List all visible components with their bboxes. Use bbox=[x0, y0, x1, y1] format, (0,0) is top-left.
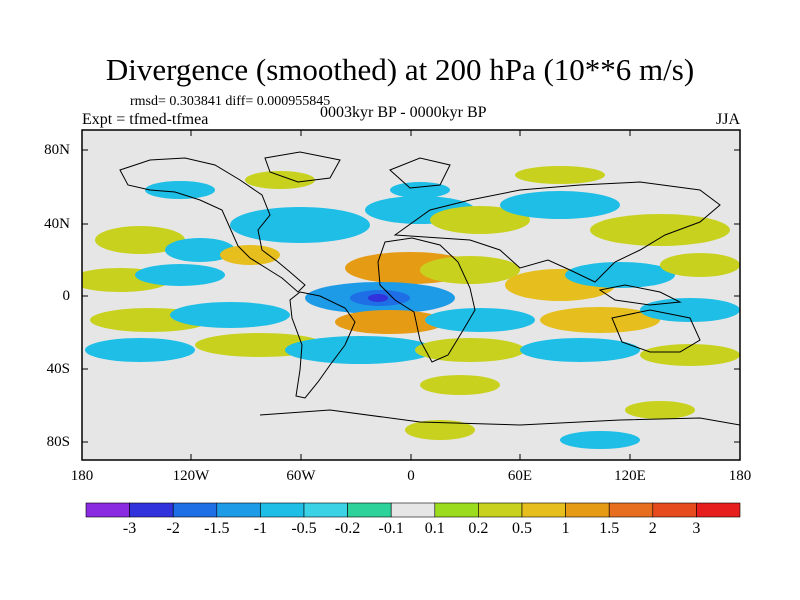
lat-tick-40n: 40N bbox=[44, 216, 70, 232]
colorbar-label-4: -0.5 bbox=[291, 520, 317, 537]
colorbar-box-7 bbox=[390, 502, 436, 518]
lon-tick-120e: 120E bbox=[614, 468, 646, 484]
field-contour-0 bbox=[95, 226, 185, 254]
field-contour-5 bbox=[430, 206, 530, 234]
lat-tick-0: 0 bbox=[62, 288, 71, 304]
colorbar-box-3 bbox=[216, 502, 261, 518]
colorbar-label-9: 0.5 bbox=[512, 520, 532, 537]
lon-tick-60e: 60E bbox=[507, 468, 533, 484]
colorbar-label-7: 0.1 bbox=[424, 520, 445, 537]
field-contour-1 bbox=[165, 238, 235, 262]
colorbar-label-1: -2 bbox=[166, 520, 180, 537]
colorbar-box-5 bbox=[303, 502, 348, 518]
colorbar-label-8: 0.2 bbox=[468, 520, 489, 537]
field-contour-32 bbox=[390, 182, 450, 198]
colorbar-box-1 bbox=[129, 502, 174, 518]
field-contour-7 bbox=[590, 214, 730, 246]
colorbar-box-13 bbox=[652, 502, 697, 518]
field-contour-24 bbox=[85, 338, 195, 362]
colorbar-box-4 bbox=[260, 502, 305, 518]
lon-tick-60w: 60W bbox=[286, 468, 316, 484]
field-contour-21 bbox=[425, 308, 535, 332]
period-label: 0003kyr BP - 0000kyr BP bbox=[320, 104, 487, 121]
field-contour-9 bbox=[135, 264, 225, 286]
lat-tick-80n: 80N bbox=[44, 142, 70, 158]
field-contour-33 bbox=[515, 166, 605, 184]
lon-tick-180e: 180 bbox=[728, 468, 752, 484]
field-contour-37 bbox=[560, 431, 640, 449]
field-contour-13 bbox=[565, 262, 675, 288]
colorbar-label-6: -0.1 bbox=[378, 520, 404, 537]
field-contour-31 bbox=[245, 171, 315, 189]
map-title: Divergence (smoothed) at 200 hPa (10**6 … bbox=[105, 52, 695, 87]
lat-tick-40s: 40S bbox=[46, 361, 70, 377]
colorbar-box-14 bbox=[696, 502, 741, 518]
colorbar-box-8 bbox=[434, 502, 479, 518]
colorbar-box-11 bbox=[565, 502, 610, 518]
field-contour-2 bbox=[220, 245, 280, 265]
field-contour-28 bbox=[520, 338, 640, 362]
colorbar-label-10: 1 bbox=[561, 520, 570, 537]
colorbar-box-2 bbox=[172, 502, 218, 518]
field-contour-6 bbox=[500, 191, 620, 219]
axis-ticks bbox=[81, 130, 741, 460]
colorbar-label-12: 2 bbox=[648, 520, 657, 537]
lat-tick-80s: 80S bbox=[46, 434, 70, 450]
coastlines bbox=[119, 151, 740, 426]
lon-tick-120w: 120W bbox=[172, 468, 210, 484]
field-contour-22 bbox=[540, 307, 660, 333]
colorbar-box-9 bbox=[478, 502, 523, 518]
field-contour-30 bbox=[145, 181, 215, 199]
field-contour-11 bbox=[420, 256, 520, 284]
lon-tick-180w: 180 bbox=[70, 468, 94, 484]
field-contour-36 bbox=[405, 420, 475, 440]
field-contour-3 bbox=[230, 207, 370, 243]
colorbar-label-5: -0.2 bbox=[334, 520, 361, 537]
field-contour-17 bbox=[368, 294, 388, 302]
colorbar-box-12 bbox=[608, 502, 654, 518]
field-contour-35 bbox=[625, 401, 695, 419]
lon-tick-0: 0 bbox=[407, 468, 415, 484]
colorbar-label-11: 1.5 bbox=[599, 520, 620, 537]
colorbar-box-10 bbox=[521, 502, 566, 518]
colorbar-box-0 bbox=[85, 502, 130, 518]
experiment-label: Expt = tfmed-tfmea bbox=[82, 111, 209, 128]
field-contour-19 bbox=[170, 302, 290, 328]
field-contour-34 bbox=[420, 375, 500, 395]
colorbar-label-0: -3 bbox=[122, 520, 137, 537]
stats-text: rmsd= 0.303841 diff= 0.000955845 bbox=[130, 94, 331, 109]
field-contour-14 bbox=[660, 253, 740, 277]
season-label: JJA bbox=[716, 111, 741, 128]
colorbar bbox=[85, 502, 741, 518]
field-contour-26 bbox=[285, 336, 435, 364]
colorbar-box-6 bbox=[347, 502, 392, 518]
divergence-field bbox=[82, 151, 740, 449]
colorbar-label-13: 3 bbox=[692, 520, 701, 537]
colorbar-label-2: -1.5 bbox=[204, 520, 230, 537]
colorbar-label-3: -1 bbox=[253, 520, 268, 537]
field-contour-29 bbox=[640, 344, 740, 366]
field-contour-27 bbox=[415, 338, 525, 362]
